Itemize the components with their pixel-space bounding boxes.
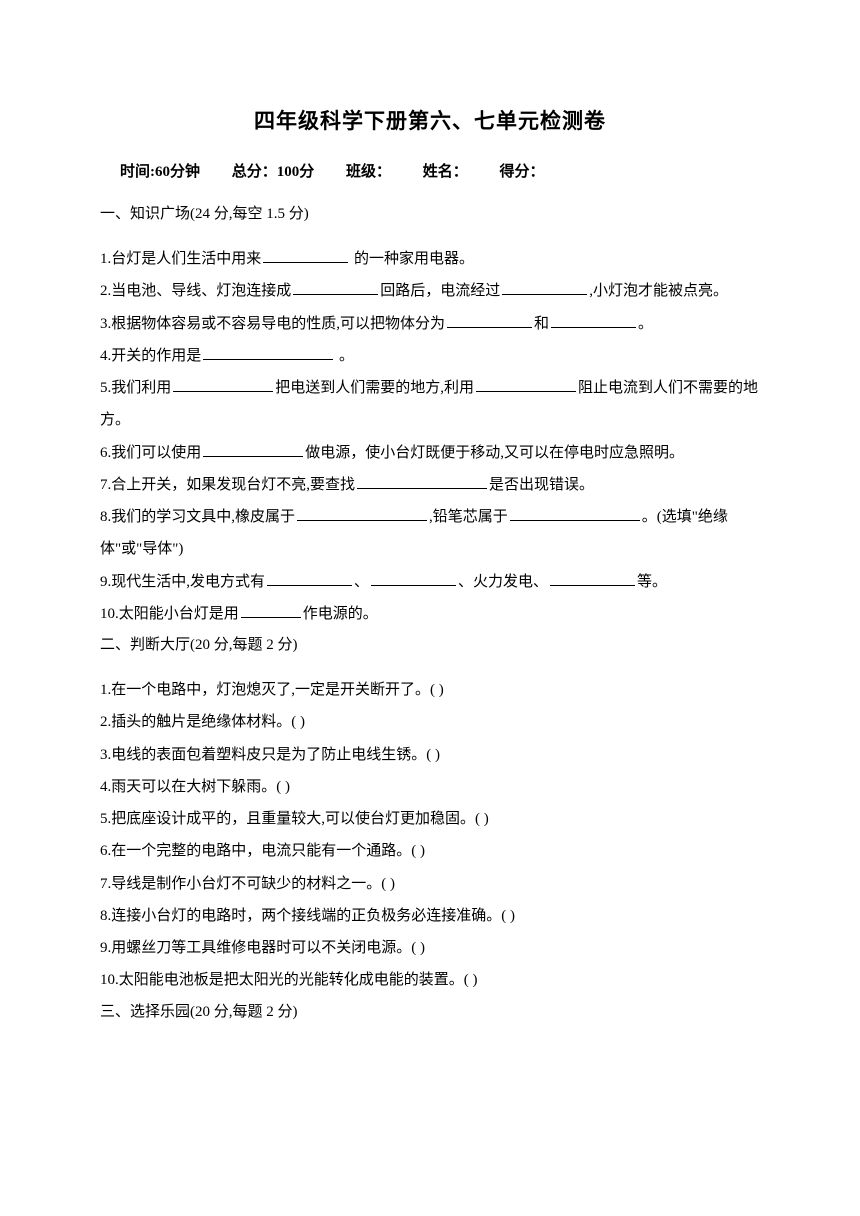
blank[interactable] [297, 520, 427, 521]
q-text: 9.现代生活中,发电方式有 [100, 574, 265, 590]
blank[interactable] [502, 294, 587, 295]
q-text: 6.我们可以使用 [100, 445, 201, 461]
q-text: 。 [638, 316, 653, 332]
s2-q1: 1.在一个电路中，灯泡熄灭了,一定是开关断开了。( ) [100, 674, 760, 706]
section2-header: 二、判断大厅(20 分,每题 2 分) [100, 630, 760, 660]
blank[interactable] [371, 585, 456, 586]
s1-q3: 3.根据物体容易或不容易导电的性质,可以把物体分为 和 。 [100, 308, 760, 340]
name-label: 姓名： [423, 160, 468, 181]
blank[interactable] [476, 391, 576, 392]
q-text: 回路后，电流经过 [380, 283, 500, 299]
q-text: 、 [354, 574, 369, 590]
s1-q1: 1.台灯是人们生活中用来 的一种家用电器。 [100, 243, 760, 275]
q-text: 7.合上开关，如果发现台灯不亮,要查找 [100, 477, 355, 493]
s1-q10: 10.太阳能小台灯是用 作电源的。 [100, 598, 760, 630]
s1-q4: 4.开关的作用是 。 [100, 340, 760, 372]
score-label: 得分： [500, 160, 545, 181]
blank[interactable] [447, 327, 532, 328]
q-text: 1.台灯是人们生活中用来 [100, 251, 261, 267]
q-text: 是否出现错误。 [489, 477, 594, 493]
time-label: 时间:60分钟 [120, 160, 200, 181]
blank[interactable] [550, 585, 635, 586]
q-text: 等。 [637, 574, 667, 590]
total-label: 总分：100分 [232, 160, 315, 181]
s1-q9: 9.现代生活中,发电方式有 、 、火力发电、 等。 [100, 566, 760, 598]
s2-q7: 7.导线是制作小台灯不可缺少的材料之一。( ) [100, 868, 760, 900]
q-text: 做电源，使小台灯既便于移动,又可以在停电时应急照明。 [305, 445, 684, 461]
q-text: 4.开关的作用是 [100, 348, 201, 364]
q-text: 2.当电池、导线、灯泡连接成 [100, 283, 291, 299]
blank[interactable] [203, 359, 333, 360]
blank[interactable] [510, 520, 640, 521]
q-text: 5.我们利用 [100, 380, 171, 396]
section1-header: 一、知识广场(24 分,每空 1.5 分) [100, 199, 760, 229]
s2-q6: 6.在一个完整的电路中，电流只能有一个通路。( ) [100, 835, 760, 867]
s2-q2: 2.插头的触片是绝缘体材料。( ) [100, 706, 760, 738]
q-text: 3.根据物体容易或不容易导电的性质,可以把物体分为 [100, 316, 445, 332]
q-text: 8.我们的学习文具中,橡皮属于 [100, 509, 295, 525]
q-text: 和 [534, 316, 549, 332]
blank[interactable] [551, 327, 636, 328]
q-text: ,铅笔芯属于 [429, 509, 508, 525]
blank[interactable] [263, 262, 348, 263]
document-title: 四年级科学下册第六、七单元检测卷 [100, 105, 760, 135]
section3-header: 三、选择乐园(20 分,每题 2 分) [100, 997, 760, 1027]
meta-line: 时间:60分钟 总分：100分 班级： 姓名： 得分： [100, 160, 760, 181]
q-text: 。 [335, 348, 354, 364]
s2-q5: 5.把底座设计成平的，且重量较大,可以使台灯更加稳固。( ) [100, 803, 760, 835]
s1-q7: 7.合上开关，如果发现台灯不亮,要查找 是否出现错误。 [100, 469, 760, 501]
s1-q5: 5.我们利用把电送到人们需要的地方,利用阻止电流到人们不需要的地方。 [100, 372, 760, 437]
blank[interactable] [357, 488, 487, 489]
blank[interactable] [203, 456, 303, 457]
q-text: 作电源的。 [303, 606, 378, 622]
s1-q8: 8.我们的学习文具中,橡皮属于,铅笔芯属于。(选填"绝缘体"或"导体") [100, 501, 760, 566]
s2-q9: 9.用螺丝刀等工具维修电器时可以不关闭电源。( ) [100, 932, 760, 964]
q-text: 10.太阳能小台灯是用 [100, 606, 239, 622]
s2-q3: 3.电线的表面包着塑料皮只是为了防止电线生锈。( ) [100, 739, 760, 771]
blank[interactable] [173, 391, 273, 392]
q-text: 把电送到人们需要的地方,利用 [275, 380, 474, 396]
s2-q10: 10.太阳能电池板是把太阳光的光能转化成电能的装置。( ) [100, 964, 760, 996]
blank[interactable] [241, 617, 301, 618]
s1-q6: 6.我们可以使用 做电源，使小台灯既便于移动,又可以在停电时应急照明。 [100, 437, 760, 469]
q-text: 、火力发电、 [458, 574, 548, 590]
q-text: ,小灯泡才能被点亮。 [589, 283, 728, 299]
q-text: 的一种家用电器。 [350, 251, 474, 267]
s2-q4: 4.雨天可以在大树下躲雨。( ) [100, 771, 760, 803]
class-label: 班级： [346, 160, 391, 181]
blank[interactable] [267, 585, 352, 586]
s1-q2: 2.当电池、导线、灯泡连接成 回路后，电流经过 ,小灯泡才能被点亮。 [100, 275, 760, 307]
s2-q8: 8.连接小台灯的电路时，两个接线端的正负极务必连接准确。( ) [100, 900, 760, 932]
blank[interactable] [293, 294, 378, 295]
